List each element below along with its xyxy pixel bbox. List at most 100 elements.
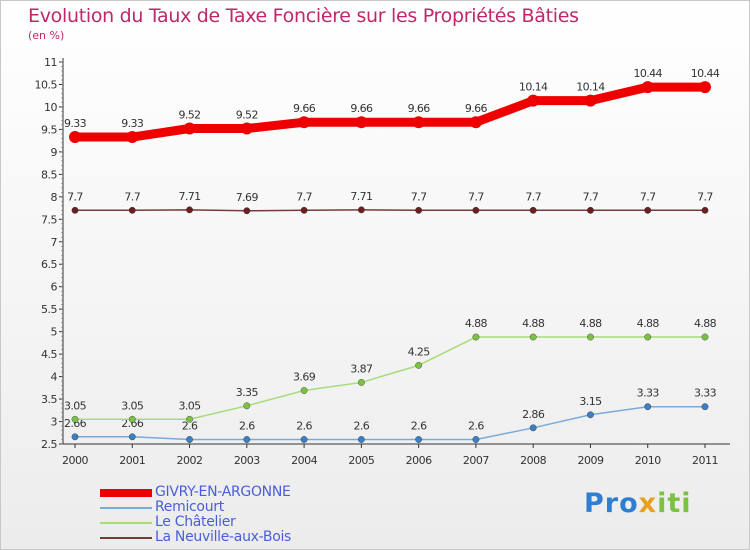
data-label: 9.33	[64, 117, 87, 130]
data-label: 4.88	[465, 317, 488, 330]
y-tick-label: 3	[51, 416, 58, 429]
x-tick-label: 2009	[577, 454, 603, 467]
data-label: 2.6	[239, 420, 255, 433]
data-label: 3.15	[579, 395, 602, 408]
data-label: 9.52	[236, 109, 258, 122]
data-point	[587, 206, 594, 214]
data-point	[644, 403, 652, 411]
chart-title: Evolution du Taux de Taxe Foncière sur l…	[28, 5, 579, 27]
y-tick-label: 7.5	[41, 213, 57, 226]
data-point	[701, 403, 709, 411]
y-tick-label: 5.5	[41, 303, 57, 316]
legend-swatch	[100, 507, 152, 509]
data-label: 9.52	[178, 109, 200, 122]
data-point	[186, 206, 193, 214]
y-tick-label: 2.5	[41, 438, 57, 451]
data-point	[415, 206, 423, 214]
data-label: 2.86	[522, 408, 545, 421]
data-point	[300, 206, 308, 214]
x-tick-label: 2004	[291, 454, 317, 467]
data-label: 3.33	[637, 387, 660, 400]
data-label: 7.7	[525, 190, 541, 203]
data-point	[355, 116, 368, 129]
y-tick-label: 4.5	[41, 348, 57, 361]
data-point	[128, 433, 136, 441]
x-tick-label: 2006	[406, 454, 432, 467]
data-point	[69, 131, 81, 144]
data-point	[587, 411, 594, 419]
proxiti-logo: Proxiti	[584, 488, 692, 519]
logo-part-iti: iti	[657, 488, 692, 519]
data-point	[128, 206, 136, 214]
chart-subtitle: (en %)	[28, 29, 65, 42]
y-tick-label: 6	[51, 281, 58, 294]
data-point	[71, 415, 79, 423]
data-point	[415, 436, 423, 443]
data-point	[357, 206, 365, 214]
y-tick-label: 6.5	[41, 258, 57, 271]
y-tick-label: 5	[51, 326, 58, 339]
data-label: 10.14	[519, 81, 548, 94]
data-point	[472, 436, 480, 443]
y-tick-label: 9.5	[41, 123, 57, 136]
data-point	[357, 436, 365, 443]
data-label: 2.6	[354, 420, 370, 433]
legend-label: GIVRY-EN-ARGONNE	[155, 484, 291, 500]
series-line-1	[74, 405, 706, 441]
data-point	[644, 206, 652, 214]
series-line-3	[74, 209, 706, 212]
data-point	[300, 387, 308, 394]
data-point	[469, 116, 482, 129]
data-label: 3.05	[64, 399, 87, 412]
data-point	[529, 424, 537, 432]
legend-swatch	[100, 537, 152, 539]
data-label: 7.7	[583, 190, 599, 203]
y-tick-label: 10.5	[35, 78, 58, 91]
data-label: 2.6	[468, 420, 484, 433]
x-tick-label: 2002	[177, 454, 203, 467]
legend-label: La Neuville-aux-Bois	[155, 529, 292, 545]
data-label: 7.7	[411, 190, 427, 203]
data-point	[240, 122, 253, 135]
data-point	[472, 206, 480, 214]
data-point	[186, 415, 193, 423]
x-tick-label: 2001	[119, 454, 145, 467]
y-tick-label: 8	[51, 191, 58, 204]
data-point	[300, 436, 308, 443]
data-point	[71, 206, 79, 214]
data-point	[472, 333, 480, 341]
data-label: 10.44	[691, 67, 720, 80]
data-point	[701, 333, 709, 341]
y-tick-label: 4	[51, 371, 58, 384]
y-tick-label: 3.5	[41, 393, 57, 406]
data-label: 3.05	[121, 399, 144, 412]
data-label: 4.88	[637, 317, 660, 330]
data-point	[357, 379, 365, 386]
x-tick-label: 2000	[62, 454, 88, 467]
data-point	[587, 333, 594, 341]
data-label: 7.7	[124, 190, 140, 203]
series-line-0	[70, 82, 710, 142]
data-point	[699, 81, 711, 94]
data-label: 7.7	[640, 190, 656, 203]
y-tick-label: 8.5	[41, 168, 57, 181]
data-label: 2.6	[182, 420, 198, 433]
legend-swatch	[100, 489, 152, 497]
data-label: 7.7	[697, 190, 713, 203]
legend-swatch	[100, 522, 152, 524]
x-tick-label: 2007	[463, 454, 489, 467]
data-label: 9.66	[350, 102, 373, 115]
data-label: 7.69	[236, 191, 259, 204]
legend-label: Remicourt	[155, 499, 224, 515]
data-point	[415, 361, 423, 369]
data-point	[529, 206, 537, 214]
data-point	[641, 81, 654, 94]
data-label: 4.88	[694, 317, 717, 330]
y-tick-label: 11	[44, 56, 57, 69]
logo-part-x: x	[638, 488, 658, 519]
data-label: 3.33	[694, 387, 717, 400]
data-label: 7.7	[468, 190, 484, 203]
data-point	[584, 94, 597, 107]
data-point	[701, 206, 709, 214]
data-point	[126, 131, 139, 144]
